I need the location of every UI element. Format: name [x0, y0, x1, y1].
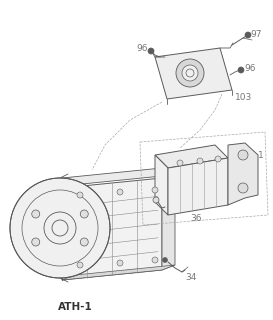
Circle shape [215, 156, 221, 162]
Circle shape [238, 183, 248, 193]
Text: ATH-1: ATH-1 [58, 302, 92, 312]
Text: 96: 96 [244, 63, 256, 73]
Circle shape [80, 238, 88, 246]
Polygon shape [168, 158, 228, 215]
Circle shape [177, 160, 183, 166]
Polygon shape [62, 168, 162, 186]
Circle shape [152, 257, 158, 263]
Circle shape [32, 210, 40, 218]
Polygon shape [162, 175, 175, 270]
Circle shape [117, 260, 123, 266]
Circle shape [77, 262, 83, 268]
Circle shape [153, 197, 159, 203]
Circle shape [32, 238, 40, 246]
Text: 103: 103 [235, 92, 252, 101]
Circle shape [77, 192, 83, 198]
Polygon shape [62, 265, 175, 280]
Circle shape [176, 59, 204, 87]
Circle shape [238, 67, 244, 73]
Text: 36: 36 [190, 213, 201, 222]
Polygon shape [155, 155, 168, 215]
Circle shape [182, 65, 198, 81]
Circle shape [80, 210, 88, 218]
Circle shape [238, 150, 248, 160]
Circle shape [162, 258, 168, 262]
Text: 96: 96 [136, 44, 148, 52]
Circle shape [152, 187, 158, 193]
Circle shape [10, 178, 110, 278]
Circle shape [148, 48, 154, 54]
Polygon shape [62, 178, 162, 280]
Text: 97: 97 [250, 29, 262, 38]
Circle shape [117, 189, 123, 195]
Polygon shape [228, 143, 258, 205]
Polygon shape [155, 48, 232, 99]
Text: 1: 1 [258, 150, 264, 159]
Text: 34: 34 [185, 274, 196, 283]
Polygon shape [155, 145, 228, 168]
Circle shape [245, 32, 251, 38]
Circle shape [197, 158, 203, 164]
